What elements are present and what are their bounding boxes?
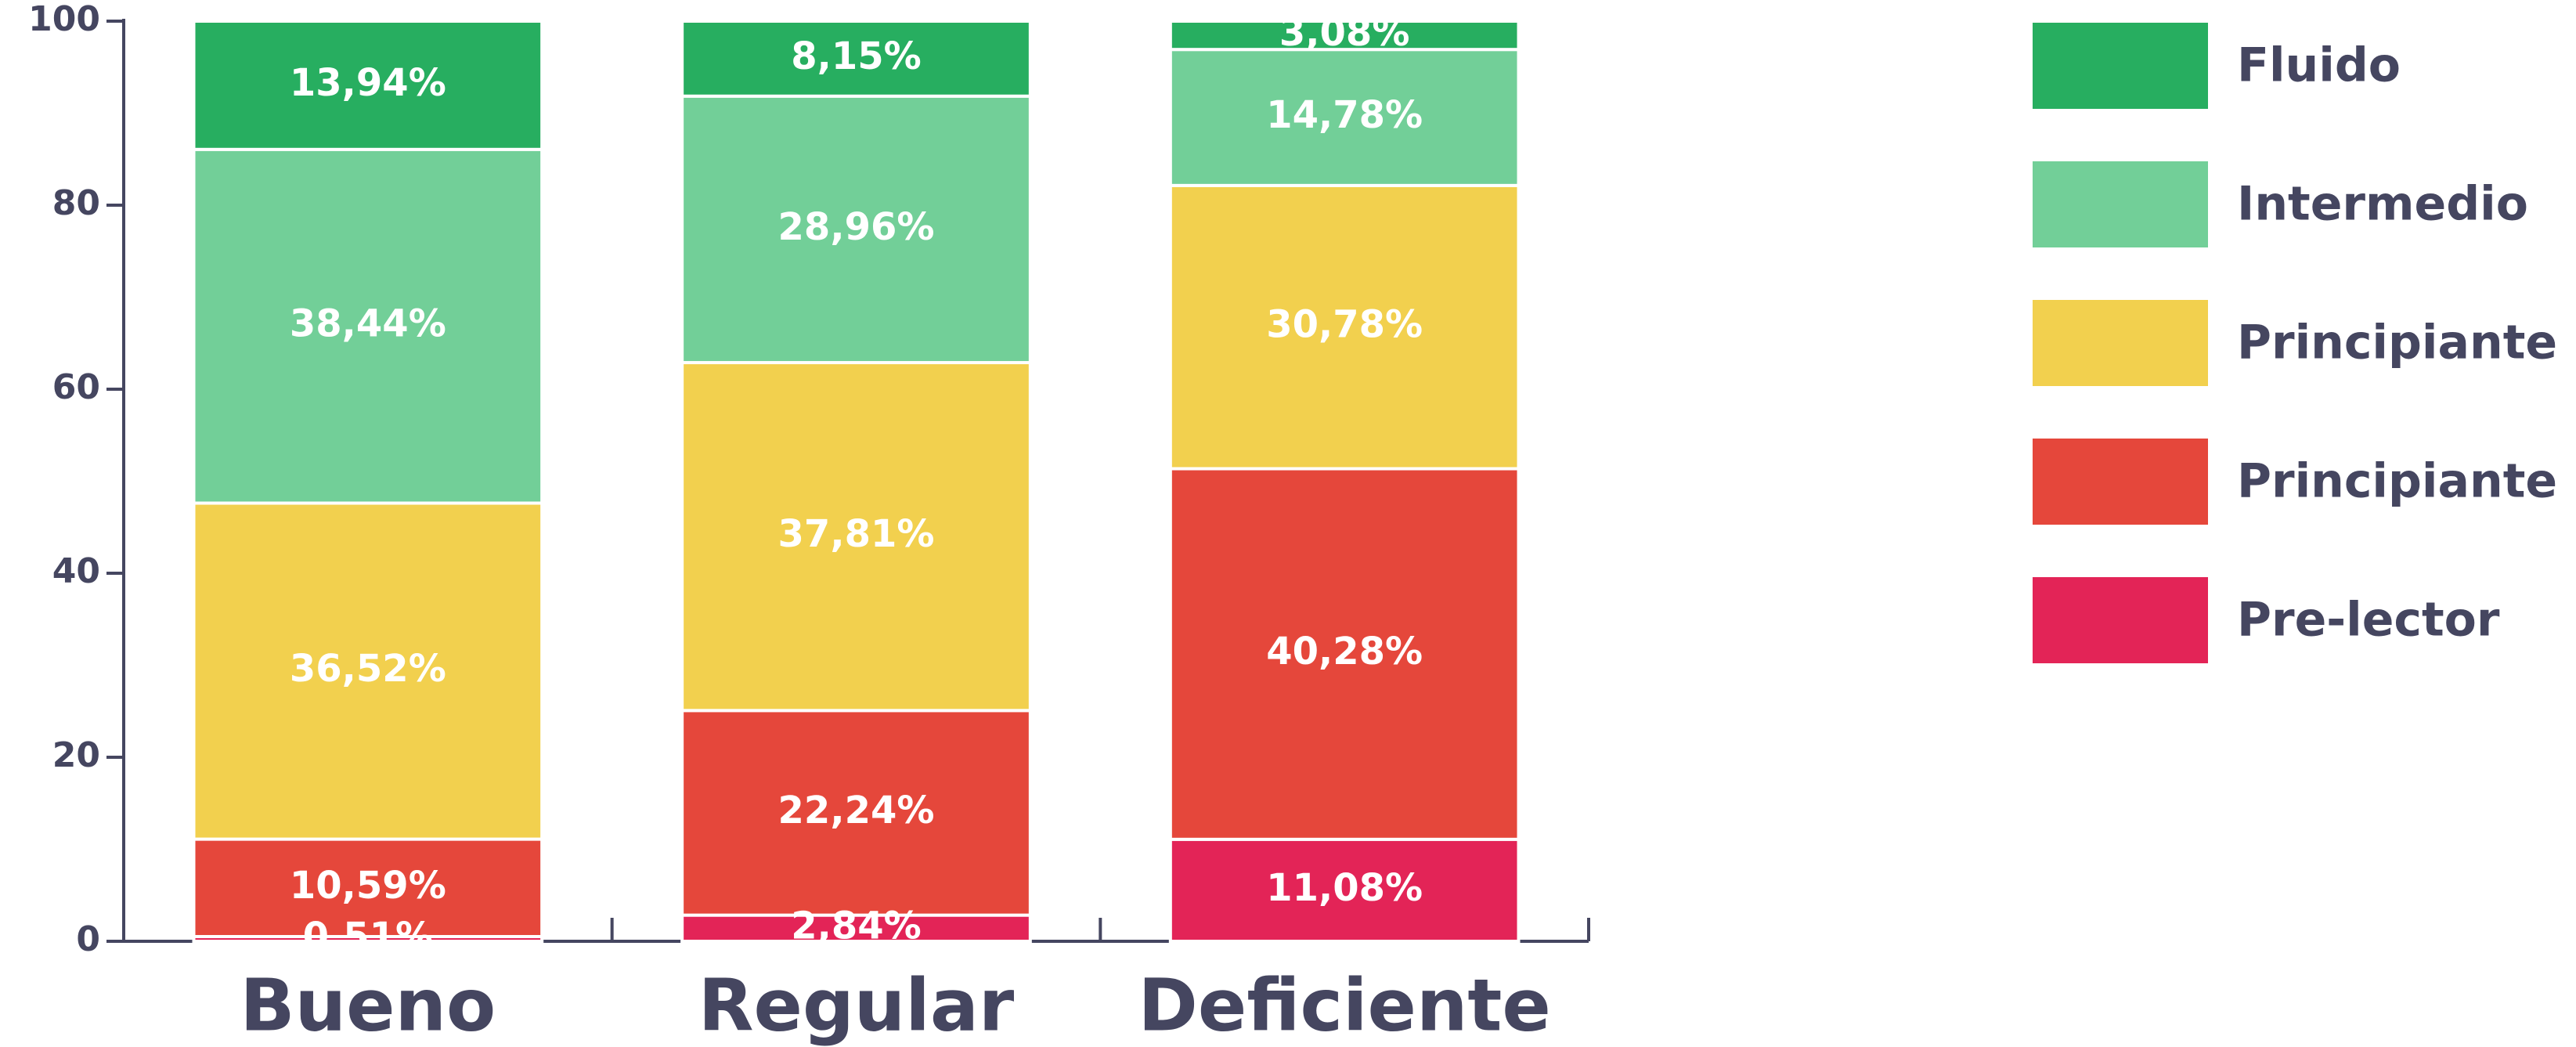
data-label: 38,44% (290, 302, 446, 346)
data-label: 28,96% (778, 205, 935, 249)
legend-label: Principiante 2 (2237, 316, 2576, 370)
bar-segment (1168, 48, 1521, 187)
bar-segment (1168, 837, 1521, 944)
legend-label: Pre-lector (2237, 593, 2500, 648)
bar-segment (1168, 183, 1521, 471)
bar-segment (680, 709, 1032, 917)
y-tick-label: 0 (76, 919, 100, 959)
x-tick-label: Regular (698, 963, 1015, 1047)
data-label: 40,28% (1266, 630, 1423, 673)
data-label: 8,15% (791, 34, 922, 78)
bar-segment (192, 20, 544, 151)
legend-label: Principiante 1 (2237, 454, 2576, 509)
bar-segment (1168, 467, 1521, 841)
bar-segment (680, 361, 1032, 713)
data-label: 2,84% (791, 904, 922, 948)
bar-segment (1168, 20, 1521, 52)
data-label: 30,78% (1266, 303, 1423, 347)
bar-segment (680, 913, 1032, 944)
legend-swatch (2029, 297, 2211, 389)
y-tick-label: 100 (28, 0, 100, 39)
x-tick-label: Bueno (240, 963, 496, 1047)
data-label: 36,52% (290, 647, 446, 691)
x-tick-label: Deficiente (1138, 963, 1551, 1047)
bar-segment (192, 501, 544, 841)
data-label: 3,08% (1279, 11, 1410, 55)
data-label: 10,59% (290, 864, 446, 908)
y-tick-label: 40 (52, 551, 100, 591)
data-label: 22,24% (778, 789, 935, 832)
bar-segment (192, 147, 544, 505)
legend-label: Fluido (2237, 38, 2401, 93)
legend-swatch (2029, 435, 2211, 528)
y-tick-label: 20 (52, 735, 100, 775)
legend-swatch (2029, 574, 2211, 666)
legend-swatch (2029, 158, 2211, 251)
bar-segment (680, 20, 1032, 98)
legend-swatch (2029, 20, 2211, 112)
legend-label: Intermedio (2237, 177, 2528, 232)
data-label: 37,81% (778, 512, 935, 556)
data-label: 13,94% (290, 61, 446, 105)
y-tick-label: 60 (52, 367, 100, 407)
data-label: 0,51% (303, 915, 434, 959)
data-label: 14,78% (1266, 93, 1423, 137)
y-tick-label: 80 (52, 183, 100, 223)
data-label: 11,08% (1266, 866, 1423, 910)
